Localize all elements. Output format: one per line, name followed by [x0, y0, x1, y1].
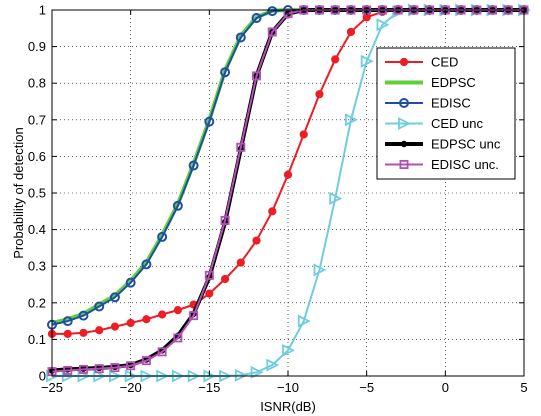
data-point	[172, 200, 183, 211]
legend-entry: CED unc	[385, 116, 484, 131]
data-point	[78, 310, 89, 321]
axes: −25 −20 −15 −10 −5 0 5 0 0.1 0.2 0.3 0.4 0.5 0.6 0.7 0.…	[28, 3, 528, 396]
data-point	[376, 18, 390, 32]
data-point	[110, 322, 120, 331]
y-tick-label: 0.8	[28, 76, 46, 91]
x-tick-label: 0	[442, 380, 449, 395]
y-tick-label: 0.7	[28, 112, 46, 127]
y-tick-label: 1	[39, 3, 46, 18]
y-tick-label: 0.5	[28, 186, 46, 201]
data-point	[126, 361, 136, 371]
legend-label: EDISC unc.	[431, 157, 499, 172]
data-point	[95, 326, 104, 335]
data-point	[157, 231, 168, 242]
data-point	[400, 140, 408, 148]
grid	[52, 10, 524, 376]
data-point	[204, 270, 214, 280]
data-point	[220, 274, 230, 284]
data-point	[399, 57, 409, 67]
data-point	[299, 130, 308, 139]
data-point	[331, 55, 340, 64]
legend-label: CED	[431, 55, 458, 70]
data-point	[250, 365, 264, 379]
y-tick-label: 0.1	[28, 332, 46, 347]
data-point	[79, 328, 88, 337]
data-point	[204, 116, 215, 127]
legend-label: CED unc	[431, 116, 484, 131]
data-point	[236, 142, 246, 152]
data-point	[189, 311, 199, 321]
data-point	[126, 318, 135, 328]
legend-box	[376, 47, 516, 180]
data-point	[94, 301, 105, 312]
x-axis-label: ISNR(dB)	[260, 399, 316, 414]
data-point	[173, 333, 183, 343]
legend: CED EDPSC EDISC CED unc EDPSC unc EDISC unc.	[376, 47, 516, 180]
x-tick-label: 5	[520, 380, 527, 395]
data-point	[236, 258, 245, 267]
data-point	[283, 170, 293, 179]
data-point	[234, 368, 248, 382]
x-tick-label: −10	[277, 380, 299, 395]
data-point	[345, 113, 358, 127]
data-point	[329, 192, 343, 205]
x-tick-label: −25	[41, 380, 63, 395]
legend-entry: EDPSC unc	[385, 137, 501, 152]
data-point	[282, 343, 296, 357]
legend-entry: EDISC unc.	[385, 157, 499, 172]
x-tick-label: −15	[198, 380, 220, 395]
y-tick-label: 0	[39, 369, 46, 384]
data-point	[220, 67, 231, 78]
data-point	[141, 259, 152, 270]
data-point	[398, 117, 412, 130]
data-point	[109, 292, 120, 303]
y-axis-label: Probability of detection	[11, 127, 26, 259]
y-tick-label: 0.6	[28, 149, 46, 164]
legend-entry: EDISC	[385, 96, 471, 111]
data-point	[63, 329, 72, 339]
data-point	[252, 71, 262, 81]
data-point	[173, 306, 182, 315]
data-point	[142, 315, 151, 324]
data-point	[297, 314, 311, 328]
data-point	[313, 263, 327, 277]
data-point	[399, 159, 409, 169]
legend-entry: CED	[385, 55, 458, 70]
data-point	[267, 27, 277, 37]
data-point	[315, 90, 324, 99]
data-point	[267, 6, 278, 17]
data-point	[268, 207, 277, 216]
legend-entry: EDPSC	[385, 75, 476, 90]
y-tick-label: 0.3	[28, 259, 46, 274]
data-point	[157, 347, 167, 357]
y-tick-label: 0.2	[28, 295, 46, 310]
legend-label: EDPSC	[431, 75, 476, 90]
data-point	[346, 27, 356, 37]
data-point	[94, 364, 104, 374]
y-tick-label: 0.4	[28, 222, 46, 237]
data-point	[399, 98, 409, 108]
data-point	[360, 54, 374, 68]
data-point	[252, 236, 261, 245]
x-tick-label: −5	[359, 380, 374, 395]
data-point	[63, 366, 73, 376]
data-point	[158, 310, 167, 319]
data-point	[251, 13, 262, 24]
data-point	[235, 32, 246, 43]
data-point	[110, 363, 120, 373]
data-point	[188, 160, 199, 171]
data-point	[78, 364, 88, 374]
data-point	[125, 277, 136, 288]
data-point	[141, 356, 151, 366]
x-tick-label: −20	[120, 380, 142, 395]
data-point	[266, 358, 280, 372]
data-point	[220, 215, 230, 225]
data-point	[205, 289, 214, 298]
y-tick-label: 0.9	[28, 39, 46, 54]
legend-label: EDPSC unc	[431, 137, 501, 152]
data-point	[62, 316, 73, 327]
legend-label: EDISC	[431, 96, 471, 111]
